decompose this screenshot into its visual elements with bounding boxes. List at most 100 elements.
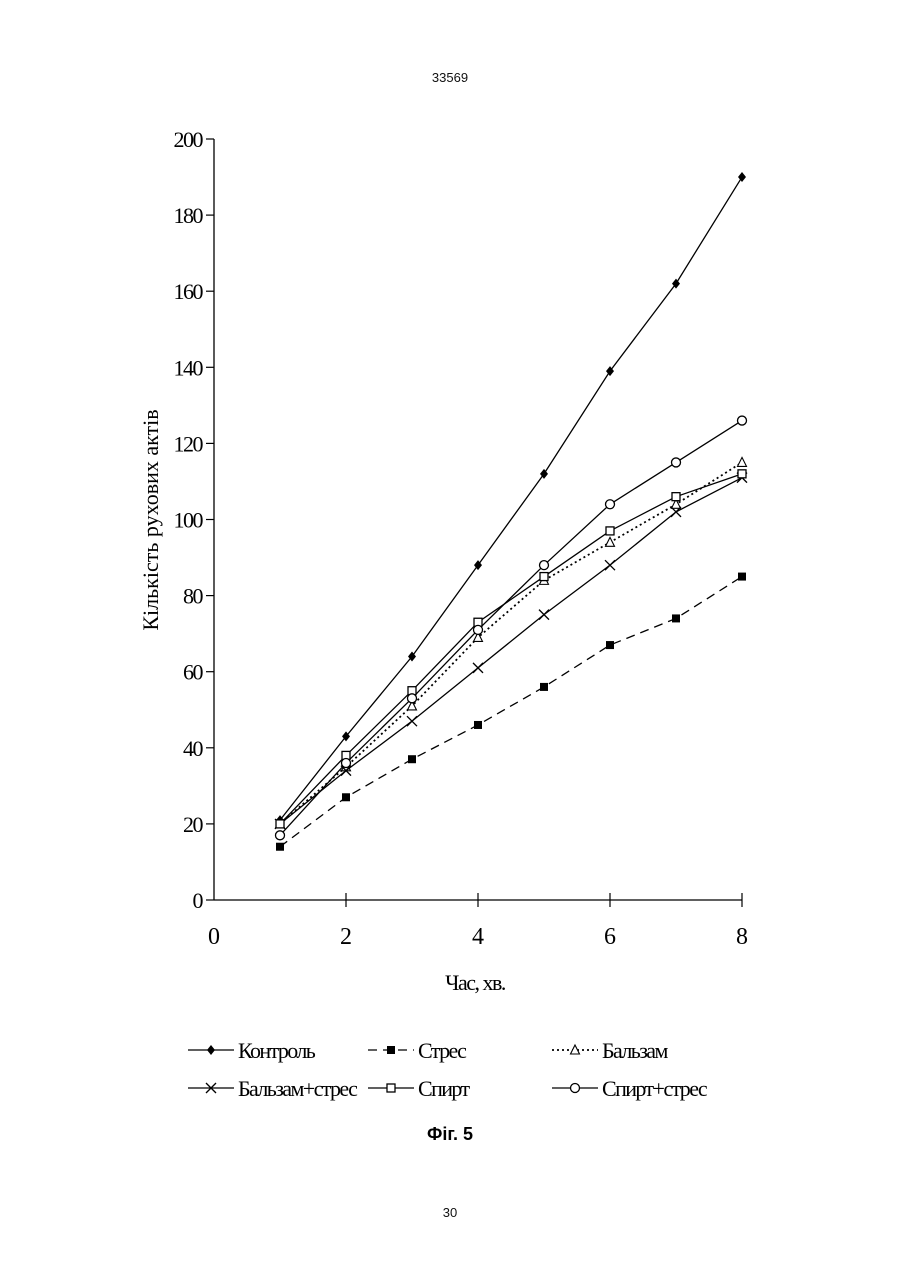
square-marker-shape	[474, 721, 482, 729]
data-point	[342, 759, 351, 768]
y-tick-label: 60	[183, 660, 204, 685]
triangle-marker-shape	[606, 537, 615, 546]
series-3	[276, 457, 747, 827]
series-line	[280, 474, 742, 824]
series-layer	[275, 172, 747, 851]
data-point	[606, 537, 615, 546]
legend-marker	[387, 1084, 395, 1092]
y-tick-label: 200	[174, 127, 204, 152]
x-tick-label: 4	[472, 924, 484, 950]
figure-caption: Фіг. 5	[0, 1124, 900, 1145]
data-point	[408, 694, 417, 703]
legend-item: Стрес	[368, 1038, 467, 1063]
square-marker-shape	[606, 527, 614, 535]
x-tick-label: 0	[208, 924, 220, 950]
data-point	[672, 458, 681, 467]
y-tick-label: 100	[174, 508, 204, 533]
circle-marker-shape	[672, 458, 681, 467]
square-marker-shape	[387, 1046, 395, 1054]
square-marker-shape	[606, 641, 614, 649]
legend-label: Контроль	[238, 1038, 316, 1063]
data-point	[540, 561, 549, 570]
circle-marker-shape	[342, 759, 351, 768]
legend-item: Спирт	[368, 1076, 471, 1101]
square-marker-shape	[387, 1084, 395, 1092]
data-point	[738, 457, 747, 466]
y-tick-label: 40	[183, 736, 204, 761]
data-point	[539, 610, 549, 620]
data-point	[473, 663, 483, 673]
y-tick-labels: 0 20 40 60 80 100 120 140 160 180 200	[174, 127, 204, 913]
data-point	[276, 831, 285, 840]
circle-marker-shape	[540, 561, 549, 570]
data-point	[738, 573, 746, 581]
data-point	[407, 716, 417, 726]
legend-item: Бальзам+стрес	[188, 1076, 358, 1101]
data-point	[738, 416, 747, 425]
circle-marker-shape	[606, 500, 615, 509]
square-marker-shape	[540, 573, 548, 581]
legend-label: Бальзам	[602, 1038, 668, 1063]
y-tick-label: 80	[183, 584, 204, 609]
triangle-marker-shape	[738, 457, 747, 466]
square-marker-shape	[738, 470, 746, 478]
data-point	[276, 820, 284, 828]
data-point	[672, 614, 680, 622]
y-tick-label: 0	[193, 888, 204, 913]
legend-marker	[207, 1045, 215, 1055]
series-4	[275, 473, 747, 829]
data-point	[540, 683, 548, 691]
legend-label: Спирт	[418, 1076, 471, 1101]
data-point	[342, 793, 350, 801]
page-number: 30	[0, 1205, 900, 1220]
data-point	[474, 721, 482, 729]
data-point	[276, 843, 284, 851]
square-marker-shape	[672, 614, 680, 622]
square-marker-shape	[276, 820, 284, 828]
circle-marker-shape	[474, 625, 483, 634]
series-line	[280, 478, 742, 824]
y-tick-label: 20	[183, 812, 204, 837]
x-tick-label: 6	[604, 924, 616, 950]
series-6	[276, 416, 747, 840]
legend-marker	[571, 1084, 580, 1093]
square-marker-shape	[408, 755, 416, 763]
data-point	[606, 527, 614, 535]
circle-marker-shape	[276, 831, 285, 840]
x-tick-label: 2	[340, 924, 352, 950]
legend-item: Бальзам	[552, 1038, 668, 1063]
data-point	[408, 755, 416, 763]
data-point	[606, 641, 614, 649]
square-marker-shape	[672, 493, 680, 501]
legend-label: Стрес	[418, 1038, 467, 1063]
square-marker-shape	[738, 573, 746, 581]
legend-item: Контроль	[188, 1038, 316, 1063]
data-point	[606, 500, 615, 509]
series-2	[276, 573, 746, 851]
square-marker-shape	[342, 793, 350, 801]
y-tick-label: 180	[174, 203, 204, 228]
circle-marker-shape	[408, 694, 417, 703]
data-point	[605, 560, 615, 570]
data-point	[540, 573, 548, 581]
y-axis-title: Кількість рухових актів	[138, 409, 163, 630]
diamond-marker-shape	[207, 1045, 215, 1055]
chart-legend: Контроль Стрес Бальзам Бальзам+стрес Спирт Сп…	[188, 1038, 708, 1101]
legend-label: Спирт+стрес	[602, 1076, 708, 1101]
data-point	[474, 625, 483, 634]
x-tick-labels: 02468	[208, 924, 748, 950]
legend-marker	[387, 1046, 395, 1054]
data-point	[672, 493, 680, 501]
square-marker-shape	[540, 683, 548, 691]
y-tick-label: 120	[174, 431, 204, 456]
legend-item: Спирт+стрес	[552, 1076, 708, 1101]
legend-label: Бальзам+стрес	[238, 1076, 358, 1101]
circle-marker-shape	[738, 416, 747, 425]
square-marker-shape	[276, 843, 284, 851]
circle-marker-shape	[571, 1084, 580, 1093]
series-5	[276, 470, 746, 828]
y-tick-label: 160	[174, 279, 204, 304]
line-chart: 020406080100120140160180200 02468 Кількі…	[0, 0, 900, 1273]
data-point	[738, 470, 746, 478]
y-tick-label: 140	[174, 355, 204, 380]
